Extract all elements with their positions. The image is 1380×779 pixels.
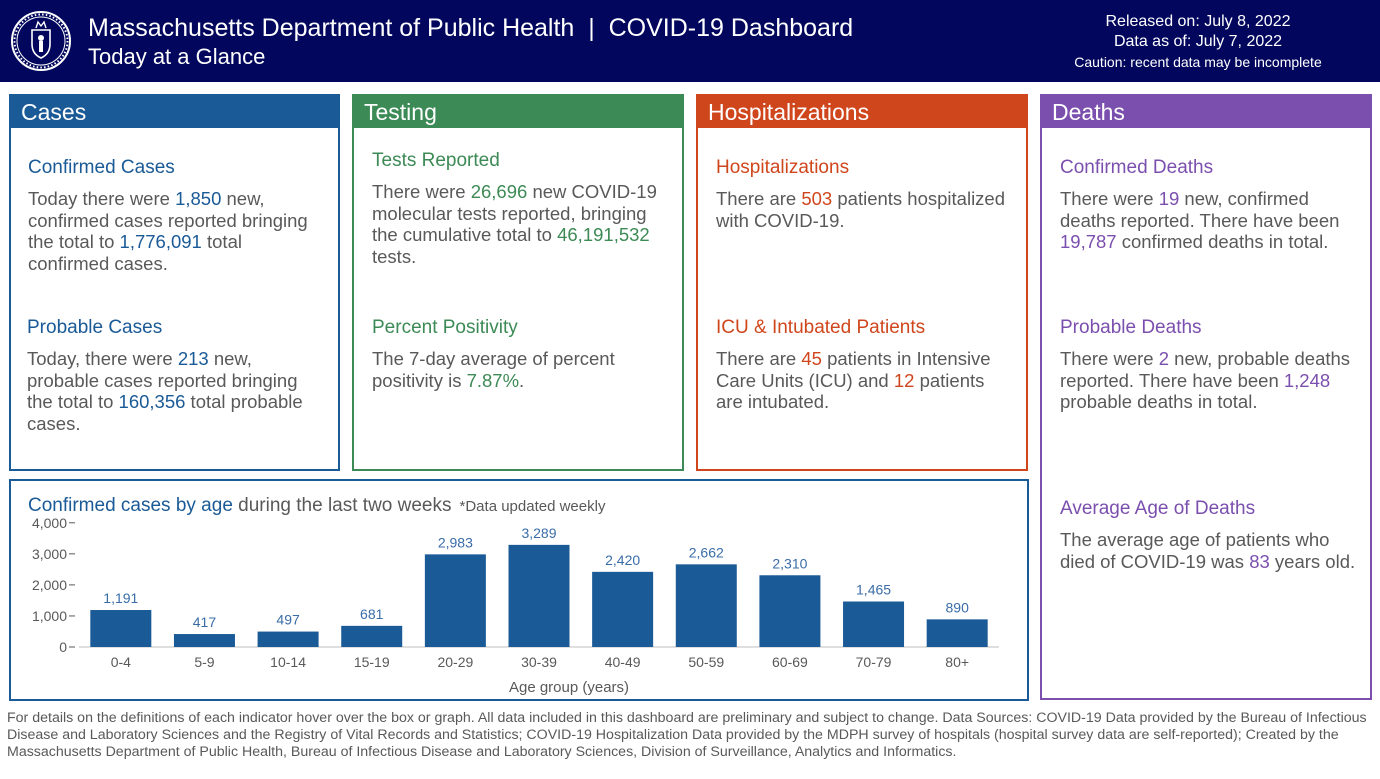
bar-value-label: 890 [946,599,970,615]
page-subtitle: Today at a Glance [88,44,266,69]
tests-reported-new: 26,696 [470,181,528,202]
x-tick-label: 30-39 [521,654,557,670]
probable-cases-text: Today, there were 213 new, probable case… [27,348,303,434]
bar-value-label: 1,465 [856,582,891,598]
x-tick-label: 5-9 [194,654,214,670]
chart-title-highlight: Confirmed cases by age [28,495,233,516]
bar-10-14 [257,631,319,647]
x-tick-label: 40-49 [605,654,641,670]
probable-deaths-total: 1,248 [1283,369,1331,391]
bar-20-29 [424,554,486,647]
bar-80+ [926,619,988,647]
bar-value-label: 497 [276,612,300,628]
confirmed-cases-text: Today there were 1,850 new, confirmed ca… [28,188,308,274]
bar-15-19 [341,625,403,647]
probable-deaths-text: There were 2 new, probable deaths report… [1060,348,1351,412]
bar-value-label: 2,420 [605,552,640,568]
dashboard-header: Massachusetts Department of Public Healt… [0,0,1380,82]
confirmed-cases-title: Confirmed Cases [28,157,175,178]
page-title: Massachusetts Department of Public Healt… [88,14,854,42]
average-age-title: Average Age of Deaths [1060,498,1256,519]
probable-deaths-new: 2 [1158,348,1170,369]
bar-5-9 [173,634,235,647]
x-tick-label: 10-14 [270,654,306,670]
x-axis-label: Age group (years) [509,679,629,696]
bar-70-79 [843,601,905,647]
confirmed-deaths-text: There were 19 new, confirmed deaths repo… [1060,188,1340,252]
intubated-count: 12 [893,369,915,391]
y-tick-label: 4,000 [32,515,67,531]
bar-value-label: 1,191 [103,590,138,606]
x-tick-label: 60-69 [772,654,808,670]
bar-0-4 [90,610,152,647]
bar-value-label: 2,310 [772,555,807,571]
probable-cases-new: 213 [177,348,209,369]
average-age-value: 83 [1249,550,1270,572]
hospitalizations-text: There are 503 patients hospitalized with… [716,188,1006,231]
bar-60-69 [759,575,821,647]
x-tick-label: 20-29 [437,654,473,670]
chart-update-note: *Data updated weekly [459,498,606,515]
probable-deaths-title: Probable Deaths [1060,317,1202,338]
tests-reported-text: There were 26,696 new COVID-19 molecular… [372,181,657,267]
hospitalizations-title: Hospitalizations [716,157,850,178]
bar-30-39 [508,544,570,647]
footer-note: For details on the definitions of each i… [7,710,1367,760]
percent-positivity-text: The 7-day average of percent positivity … [372,348,615,391]
confirmed-cases-total: 1,776,091 [119,231,202,252]
bar-value-label: 417 [193,614,217,630]
cases-card-heading: Cases [11,96,338,128]
x-tick-label: 50-59 [688,654,724,670]
cases-by-age-chart-panel[interactable]: 0 1,000 2,000 3,000 4,000 1,191 0-4 417 5-9 497 10… [9,479,1029,701]
bar-value-label: 2,662 [689,544,724,560]
confirmed-deaths-title: Confirmed Deaths [1060,157,1214,178]
caution-note: Caution: recent data may be incomplete [1074,54,1322,70]
hospitalized-count: 503 [801,188,833,209]
icu-intubated-title: ICU & Intubated Patients [716,317,926,338]
x-tick-label: 70-79 [856,654,892,670]
bar-50-59 [675,564,737,647]
tests-reported-total: 46,191,532 [557,224,650,245]
probable-cases-total: 160,356 [118,391,186,412]
icu-intubated-text: There are 45 patients in Intensive Care … [716,348,991,412]
bar-value-label: 2,983 [438,534,473,550]
y-tick-label: 3,000 [32,546,67,562]
cases-card[interactable]: Cases Confirmed Cases Today there were 1… [9,94,340,471]
cases-by-age-chart[interactable]: 0 1,000 2,000 3,000 4,000 1,191 0-4 417 5-9 497 10… [11,481,1027,699]
percent-positivity-title: Percent Positivity [372,317,518,338]
probable-cases-title: Probable Cases [27,317,163,338]
x-tick-label: 15-19 [354,654,390,670]
confirmed-deaths-total: 19,787 [1060,231,1117,252]
bar-value-label: 3,289 [521,525,556,541]
chart-title: Confirmed cases by age during the last t… [28,495,605,517]
x-tick-label: 0-4 [111,654,131,670]
testing-card-heading: Testing [354,96,682,128]
average-age-text: The average age of patients who died of … [1060,529,1356,572]
hospitalizations-card[interactable]: Hospitalizations Hospitalizations There … [696,94,1028,471]
tests-reported-title: Tests Reported [372,150,500,171]
release-info: Released on: July 8, 2022 Data as of: Ju… [1048,12,1348,72]
hospitalizations-card-heading: Hospitalizations [698,96,1026,128]
deaths-card[interactable]: Deaths Confirmed Deaths There were 19 ne… [1040,94,1372,700]
testing-card[interactable]: Testing Tests Reported There were 26,696… [352,94,684,471]
released-date: Released on: July 8, 2022 [1105,13,1291,30]
y-tick-label: 2,000 [32,577,67,593]
bar-value-label: 681 [360,606,384,622]
x-tick-label: 80+ [945,654,969,670]
percent-positivity-value: 7.87% [466,369,520,391]
confirmed-cases-new: 1,850 [175,188,222,209]
confirmed-deaths-new: 19 [1158,188,1180,209]
y-tick-label: 0 [59,639,67,655]
massachusetts-seal-icon [11,11,71,71]
y-tick-label: 1,000 [32,608,67,624]
deaths-card-heading: Deaths [1042,96,1370,128]
icu-count: 45 [801,348,822,369]
bar-40-49 [592,571,654,647]
data-as-of-date: Data as of: July 7, 2022 [1113,33,1283,50]
chart-title-rest: during the last two weeks [232,495,452,516]
